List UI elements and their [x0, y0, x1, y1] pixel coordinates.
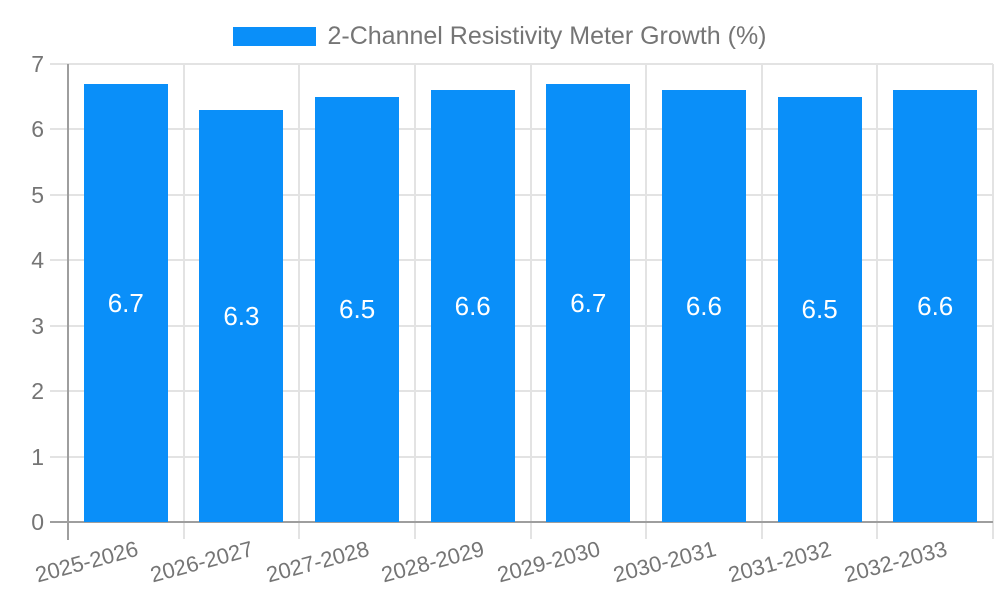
bar[interactable] — [661, 90, 746, 522]
x-axis-category-label: 2031-2032 — [725, 536, 835, 588]
y-axis-line — [67, 64, 69, 540]
bar[interactable] — [83, 83, 168, 522]
x-axis-line — [50, 521, 993, 523]
bar-value-label: 6.6 — [917, 291, 954, 322]
bar-value-label: 6.3 — [223, 300, 260, 331]
bar-value-label: 6.5 — [339, 294, 376, 325]
x-axis-tick — [645, 522, 648, 539]
y-gridline — [50, 128, 993, 131]
bar[interactable] — [777, 96, 862, 522]
x-gridline — [413, 64, 416, 522]
bar[interactable] — [430, 90, 515, 522]
x-gridline — [992, 64, 994, 522]
x-axis-tick — [413, 522, 416, 539]
x-axis-category-label: 2026-2027 — [147, 536, 256, 588]
x-gridline — [182, 64, 185, 522]
y-axis-tick-label: 4 — [31, 247, 44, 274]
x-axis-category-label: 2027-2028 — [263, 536, 372, 588]
x-axis-category-label: 2030-2031 — [610, 536, 719, 588]
y-gridline — [50, 193, 993, 196]
x-axis-category-label: 2032-2033 — [841, 536, 950, 588]
bar-value-label: 6.7 — [570, 287, 607, 318]
y-axis-tick-label: 7 — [31, 51, 44, 77]
x-axis-category-label: 2025-2026 — [32, 536, 141, 588]
x-axis-tick — [529, 522, 532, 539]
x-gridline — [760, 64, 763, 522]
x-gridline — [645, 64, 648, 522]
x-gridline — [529, 64, 532, 522]
legend-label[interactable]: 2-Channel Resistivity Meter Growth (%) — [327, 22, 767, 50]
y-gridline — [50, 63, 993, 65]
bar-value-label: 6.6 — [454, 291, 491, 322]
x-axis-tick — [992, 522, 994, 539]
y-gridline — [50, 259, 993, 262]
x-axis-tick — [876, 522, 879, 539]
bar[interactable] — [893, 90, 978, 522]
y-axis-tick-label: 0 — [31, 509, 44, 535]
x-axis-tick — [298, 522, 301, 539]
bar[interactable] — [199, 109, 284, 522]
y-axis-tick-label: 6 — [31, 116, 44, 143]
bar[interactable] — [546, 83, 631, 522]
chart-legend[interactable]: 2-Channel Resistivity Meter Growth (%) — [0, 22, 1000, 51]
bar-value-label: 6.7 — [107, 287, 144, 318]
bar-value-label: 6.6 — [685, 291, 722, 322]
y-gridline — [50, 390, 993, 393]
x-axis-category-label: 2029-2030 — [494, 536, 603, 588]
x-axis-category-label: 2028-2029 — [379, 536, 488, 588]
x-axis-tick — [760, 522, 763, 539]
bar[interactable] — [315, 96, 400, 522]
y-axis-tick-label: 2 — [31, 378, 44, 405]
y-gridline — [50, 455, 993, 458]
x-axis-tick — [182, 522, 185, 539]
legend-swatch[interactable] — [233, 27, 317, 46]
y-axis-tick-label: 1 — [31, 443, 44, 470]
y-axis-tick-label: 3 — [31, 312, 44, 339]
x-gridline — [298, 64, 301, 522]
x-gridline — [876, 64, 879, 522]
bar-value-label: 6.5 — [801, 294, 838, 325]
y-gridline — [50, 324, 993, 327]
y-axis-tick-label: 5 — [31, 181, 44, 208]
